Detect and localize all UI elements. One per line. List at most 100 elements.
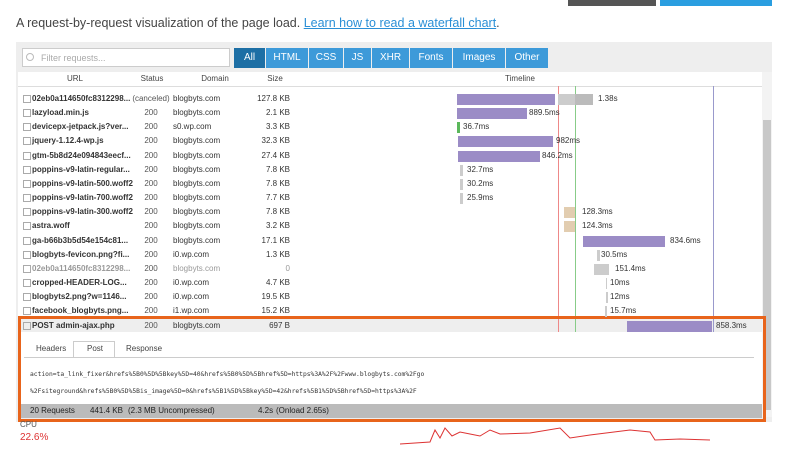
domain-cell: blogbyts.com	[173, 207, 221, 217]
status-cell: 200	[144, 136, 158, 146]
row-expander[interactable]	[23, 165, 31, 174]
summary-size: 441.4 KB	[90, 406, 123, 415]
column-header: Status	[140, 74, 164, 83]
timing-bar	[605, 306, 607, 318]
size-cell: 32.3 KB	[261, 136, 290, 146]
domain-cell: i0.wp.com	[173, 277, 210, 287]
timing-label: 846.2ms	[542, 150, 573, 160]
filter-tab[interactable]: Other	[506, 48, 548, 68]
url-cell[interactable]: jquery-1.12.4-wp.js	[32, 136, 104, 146]
timing-label: 36.7ms	[463, 122, 490, 132]
size-cell: 3.3 KB	[265, 122, 290, 132]
timing-label: 151.4ms	[615, 263, 646, 273]
row-expander[interactable]	[23, 222, 31, 231]
row-expander[interactable]	[23, 194, 31, 203]
intro: A request-by-request visualization of th…	[16, 16, 500, 30]
url-cell[interactable]: poppins-v9-latin-700.woff2	[32, 193, 133, 203]
intro-text: A request-by-request visualization of th…	[16, 16, 301, 30]
row-expander[interactable]	[23, 208, 31, 217]
row-expander[interactable]	[23, 307, 31, 316]
url-cell[interactable]: poppins-v9-latin-500.woff2	[32, 178, 133, 188]
url-cell[interactable]: facebook_blogbyts.png...	[32, 306, 129, 316]
filter-tab[interactable]: All	[234, 48, 265, 68]
timing-bar	[564, 207, 575, 219]
row-expander[interactable]	[23, 151, 31, 160]
marker-line	[575, 86, 576, 406]
row-expander[interactable]	[23, 179, 31, 188]
detail-divider	[24, 357, 754, 358]
url-cell[interactable]: blogbyts2.png?w=1146...	[32, 292, 127, 302]
status-cell: 200	[144, 263, 158, 273]
filter-tab[interactable]: HTML	[266, 48, 308, 68]
button-stub[interactable]	[568, 0, 656, 6]
url-cell[interactable]: poppins-v9-latin-regular...	[32, 164, 130, 174]
marker-line	[713, 86, 714, 406]
url-cell[interactable]: blogbyts-fevicon.png?fi...	[32, 249, 130, 259]
status-cell: (canceled)	[132, 94, 170, 103]
row-expander[interactable]	[23, 278, 31, 287]
domain-cell: i1.wp.com	[173, 306, 210, 316]
url-cell[interactable]: POST admin-ajax.php	[32, 321, 115, 331]
url-cell[interactable]: ga-b66b3b5d54e154c81...	[32, 235, 129, 245]
timing-bar	[564, 221, 575, 233]
column-header: Timeline	[505, 74, 535, 83]
detail-tab[interactable]: Post	[87, 344, 104, 353]
url-cell[interactable]: astra.woff	[32, 221, 70, 231]
size-cell: 15.2 KB	[261, 306, 290, 316]
summary-bar	[20, 404, 762, 418]
detail-tab[interactable]: Headers	[36, 344, 67, 353]
url-cell[interactable]: 02eb0a114650fc8312298...	[32, 263, 131, 273]
row-expander[interactable]	[23, 123, 31, 132]
row-expander[interactable]	[23, 236, 31, 245]
timing-bar	[583, 235, 665, 247]
timing-label: 30.5ms	[601, 249, 628, 259]
size-cell: 7.8 KB	[265, 164, 290, 174]
url-cell[interactable]: cropped-HEADER-LOG...	[32, 277, 127, 287]
help-link[interactable]: Learn how to read a waterfall chart	[303, 16, 497, 30]
status-cell: 200	[144, 235, 158, 245]
filter-tab[interactable]: JS	[344, 48, 371, 68]
intro-end: .	[496, 16, 500, 30]
size-cell: 2.1 KB	[265, 108, 290, 118]
filter-tab[interactable]: CSS	[309, 48, 343, 68]
filter-tab[interactable]: Images	[453, 48, 505, 68]
row-expander[interactable]	[23, 264, 31, 273]
domain-cell: blogbyts.com	[173, 108, 221, 118]
row-expander[interactable]	[23, 95, 31, 103]
size-cell: 27.4 KB	[261, 150, 290, 160]
row-expander[interactable]	[23, 137, 31, 146]
detail-panel	[20, 332, 762, 404]
domain-cell: blogbyts.com	[173, 263, 221, 273]
size-cell: 7.8 KB	[265, 178, 290, 188]
url-cell[interactable]: devicepx-jetpack.js?ver...	[32, 122, 129, 132]
cpu-line	[400, 427, 711, 445]
detail-tab[interactable]: Response	[126, 344, 163, 353]
domain-cell: blogbyts.com	[173, 94, 221, 103]
scroll-thumb[interactable]	[763, 120, 771, 410]
size-cell: 7.7 KB	[265, 193, 290, 203]
timing-label: 10ms	[610, 277, 630, 287]
size-cell: 17.1 KB	[261, 235, 290, 245]
url-cell[interactable]: lazyload.min.js	[32, 108, 89, 118]
url-cell[interactable]: poppins-v9-latin-300.woff2	[32, 207, 133, 217]
cpu-graph	[400, 427, 711, 445]
row-expander[interactable]	[23, 250, 31, 259]
timing-bar	[460, 193, 463, 205]
size-cell: 7.8 KB	[265, 207, 290, 217]
domain-cell: blogbyts.com	[173, 136, 221, 146]
button-stub[interactable]	[660, 0, 772, 6]
row-expander[interactable]	[23, 109, 31, 118]
timing-label: 15.7ms	[610, 306, 637, 316]
status-cell: 200	[144, 221, 158, 231]
url-cell[interactable]: gtm-5b8d24e094843eecf...	[32, 150, 131, 160]
filter-input[interactable]: Filter requests...	[22, 48, 230, 67]
row-expander[interactable]	[23, 293, 31, 302]
filter-tab[interactable]: XHR	[372, 48, 409, 68]
url-cell[interactable]: 02eb0a114650fc8312298...	[32, 94, 131, 103]
column-header: Size	[267, 74, 283, 83]
size-cell: 0	[285, 263, 290, 273]
status-cell: 200	[144, 277, 158, 287]
domain-cell: s0.wp.com	[173, 122, 212, 132]
filter-tab[interactable]: Fonts	[410, 48, 452, 68]
row-expander[interactable]	[23, 322, 31, 331]
